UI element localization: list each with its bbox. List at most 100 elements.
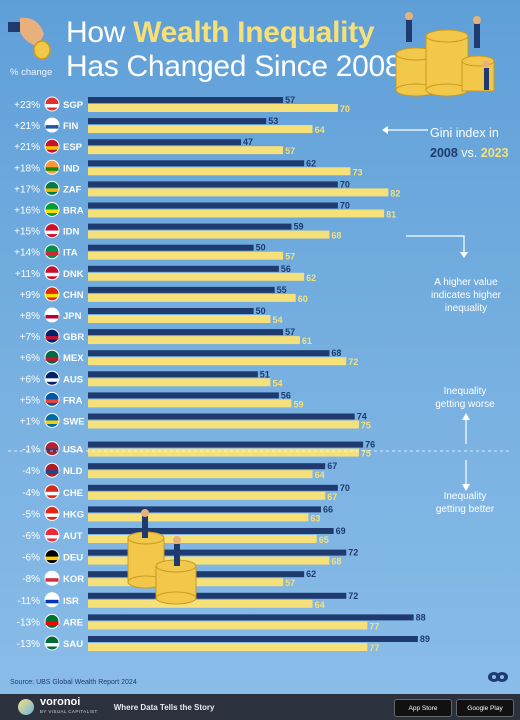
value-label-2023-chn: 60	[298, 294, 308, 304]
bar-2008-sau	[88, 636, 418, 642]
value-label-2008-jpn: 50	[256, 306, 266, 316]
value-label-2008-idn: 59	[294, 222, 304, 232]
footer-bar: voronoi BY VISUAL CAPITALIST Where Data …	[0, 694, 520, 720]
app-store-button[interactable]: App Store	[394, 699, 452, 717]
value-label-2023-usa: 75	[361, 449, 371, 459]
legend-2008: 2008	[430, 146, 458, 160]
country-label-sau: SAU	[63, 639, 83, 650]
bar-2008-fra	[88, 392, 279, 399]
voronoi-logo-icon	[18, 699, 34, 715]
pct-change-usa: -1%	[22, 445, 40, 456]
value-label-2008-aus: 51	[260, 369, 270, 379]
country-label-kor: KOR	[63, 574, 84, 585]
flag-ita-stripe	[45, 251, 59, 256]
bar-2008-gbr	[88, 329, 284, 336]
bar-2023-nld	[88, 470, 313, 479]
pct-change-dnk: +11%	[15, 269, 40, 280]
country-label-fin: FIN	[63, 121, 78, 132]
bar-2008-bra	[88, 202, 338, 209]
bar-2023-zaf	[88, 188, 389, 197]
bar-2008-ind	[88, 160, 305, 167]
value-label-2008-ind: 62	[306, 158, 316, 168]
bar-2023-ind	[88, 167, 351, 176]
hand-coin-icon	[8, 17, 51, 60]
flag-aut-stripe	[45, 535, 59, 539]
higher-value-note: A higher value indicates higher inequali…	[430, 277, 502, 314]
title-accent: Wealth Inequality	[133, 16, 375, 49]
better-note: Inequality getting better	[435, 491, 495, 515]
flag-esp-stripe	[45, 146, 59, 150]
bar-2008-nld	[88, 463, 326, 470]
bar-2023-esp	[88, 146, 284, 155]
value-label-2023-bra: 81	[386, 210, 396, 220]
value-label-2023-deu: 68	[331, 557, 341, 567]
value-label-2008-sgp: 57	[285, 95, 295, 105]
country-label-usa: USA	[63, 445, 83, 456]
value-label-2008-swe: 74	[357, 412, 367, 422]
value-label-2023-esp: 57	[285, 146, 295, 156]
value-label-2023-che: 67	[327, 492, 337, 502]
bar-2023-isr	[88, 599, 313, 608]
bar-2023-fra	[88, 399, 292, 408]
value-label-2008-dnk: 56	[281, 264, 291, 274]
better-arrow-icon	[462, 460, 470, 491]
country-label-hkg: HKG	[63, 509, 84, 520]
bar-2008-aus	[88, 371, 258, 378]
bar-2023-jpn	[88, 315, 271, 323]
brand-name[interactable]: voronoi BY VISUAL CAPITALIST	[40, 696, 98, 715]
value-label-2023-ita: 57	[285, 252, 295, 262]
bar-2008-sgp	[88, 97, 284, 103]
value-label-2023-dnk: 62	[306, 273, 316, 283]
country-label-aus: AUS	[63, 374, 83, 385]
flag-swe-stripe	[45, 420, 59, 424]
bar-2008-che	[88, 484, 338, 491]
value-label-2023-fin: 64	[315, 125, 325, 135]
flag-bra-stripe	[45, 209, 59, 213]
page-title: How Wealth Inequality Has Changed Since …	[66, 16, 402, 83]
value-label-2008-fra: 56	[281, 390, 291, 400]
country-label-are: ARE	[63, 617, 83, 628]
bar-2008-dnk	[88, 265, 279, 272]
legend-2023: 2023	[480, 146, 509, 160]
value-label-2023-sau: 77	[369, 643, 379, 653]
flag-sau-stripe	[45, 643, 59, 647]
google-play-button[interactable]: Google Play	[456, 699, 514, 717]
pct-change-header: % change	[10, 67, 53, 78]
bar-2023-bra	[88, 209, 385, 218]
bar-2023-mex	[88, 357, 347, 366]
bar-2008-jpn	[88, 308, 254, 314]
flag-sgp-stripe	[45, 104, 59, 108]
pct-change-are: -13%	[17, 617, 40, 628]
pct-change-ind: +18%	[14, 163, 40, 174]
bar-2008-hkg	[88, 506, 321, 513]
voronoi-mark-icon	[488, 672, 508, 682]
divider-line	[8, 450, 512, 452]
country-label-ita: ITA	[63, 248, 78, 259]
bar-2008-ita	[88, 244, 254, 251]
worse-note: Inequality getting worse	[435, 386, 495, 410]
bar-2023-sau	[88, 643, 368, 651]
gini-bar-chart: 57 70 +23% SGP 53 64 +21% FIN 47 57 +21% ESP 62 73 +18…	[14, 95, 430, 653]
value-label-2023-are: 77	[369, 621, 379, 631]
pct-change-gbr: +7%	[20, 332, 40, 343]
pct-change-isr: -11%	[17, 596, 40, 607]
pct-change-chn: +9%	[20, 290, 40, 301]
flag-ind-stripe	[45, 167, 59, 171]
bar-2008-deu	[88, 549, 347, 556]
flag-aus-stripe	[45, 378, 59, 382]
value-label-2008-chn: 55	[277, 285, 287, 295]
bar-2008-swe	[88, 413, 355, 420]
pct-change-aus: +6%	[20, 374, 40, 385]
bar-2023-ita	[88, 251, 284, 260]
country-label-jpn: JPN	[63, 311, 82, 322]
bar-2023-che	[88, 491, 326, 500]
bar-2023-idn	[88, 230, 330, 239]
bar-2008-isr	[88, 592, 347, 599]
value-label-2008-ita: 50	[256, 243, 266, 253]
value-label-2008-usa: 76	[365, 440, 375, 450]
value-label-2023-aus: 54	[272, 378, 282, 388]
bar-2008-aut	[88, 528, 334, 534]
flag-isr-stripe	[45, 599, 59, 604]
value-label-2023-gbr: 61	[302, 336, 312, 346]
flag-mex-stripe	[45, 357, 59, 361]
